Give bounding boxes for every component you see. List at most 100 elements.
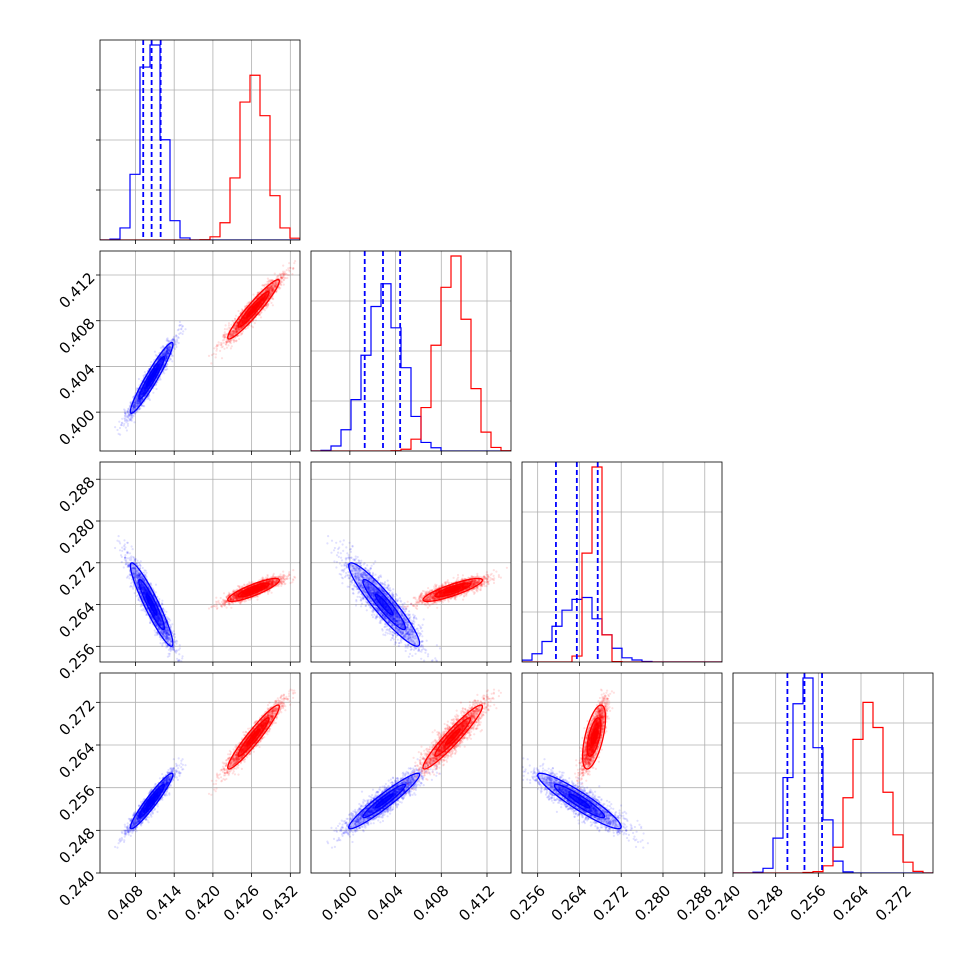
sample-point <box>288 262 290 264</box>
sample-point <box>129 415 131 417</box>
sample-point <box>227 344 229 346</box>
sample-point <box>224 331 226 333</box>
sample-point <box>285 277 287 279</box>
sample-point <box>178 325 180 327</box>
sample-point <box>223 348 225 350</box>
sample-point <box>216 348 218 350</box>
sample-point <box>180 332 182 334</box>
histogram-p0 <box>96 40 300 244</box>
sample-point <box>211 354 213 356</box>
sample-point <box>166 363 168 365</box>
sample-point <box>288 269 290 271</box>
sample-point <box>241 333 243 335</box>
sample-point <box>226 347 228 349</box>
sample-point <box>126 411 128 413</box>
sample-point <box>224 336 226 338</box>
sample-point <box>293 262 295 264</box>
sample-point <box>127 425 129 427</box>
sample-point <box>252 294 254 296</box>
sample-point <box>176 340 178 342</box>
sample-point <box>167 339 169 341</box>
sample-point <box>226 333 228 335</box>
sample-point <box>228 340 230 342</box>
sample-point <box>235 340 237 342</box>
sample-point <box>182 325 184 327</box>
sample-point <box>124 412 126 414</box>
sample-point <box>132 396 134 398</box>
sample-point <box>268 279 270 281</box>
sample-point <box>226 341 228 343</box>
sample-point <box>263 284 265 286</box>
sample-point <box>260 312 262 314</box>
sample-point <box>291 273 293 275</box>
sample-point <box>230 324 232 326</box>
sample-point <box>154 351 156 353</box>
sample-point <box>131 416 133 418</box>
sample-point <box>225 344 227 346</box>
sample-point <box>179 321 181 323</box>
sample-point <box>213 347 215 349</box>
sample-point <box>130 418 132 420</box>
sample-point <box>270 279 272 281</box>
sample-point <box>184 328 186 330</box>
sample-point <box>126 429 128 431</box>
sample-point <box>175 346 177 348</box>
sample-point <box>234 318 236 320</box>
sample-point <box>287 267 289 269</box>
sample-point <box>215 356 217 358</box>
sample-point <box>138 378 140 380</box>
sample-point <box>276 276 278 278</box>
sample-point <box>231 345 233 347</box>
sample-point <box>116 429 118 431</box>
sample-point <box>172 355 174 357</box>
sample-point <box>284 272 286 274</box>
sample-point <box>152 392 154 394</box>
sample-point <box>255 319 257 321</box>
sample-point <box>286 269 288 271</box>
sample-point <box>272 304 274 306</box>
sample-point <box>125 417 127 419</box>
sample-point <box>150 361 152 363</box>
sample-point <box>247 327 249 329</box>
sample-point <box>224 328 226 330</box>
sample-point <box>118 421 120 423</box>
sample-point <box>226 328 228 330</box>
sample-point <box>182 330 184 332</box>
sample-point <box>228 324 230 326</box>
sample-point <box>171 360 173 362</box>
sample-point <box>292 267 294 269</box>
sample-point <box>270 302 272 304</box>
sample-point <box>169 358 171 360</box>
sample-point <box>215 346 217 348</box>
sample-point <box>228 322 230 324</box>
sample-point <box>219 350 221 352</box>
sample-point <box>254 322 256 324</box>
sample-point <box>230 347 232 349</box>
sample-point <box>221 342 223 344</box>
sample-point <box>173 336 175 338</box>
sample-point <box>163 372 165 374</box>
sample-point <box>118 433 120 435</box>
sample-point <box>125 421 127 423</box>
sample-point <box>264 309 266 311</box>
sample-point <box>172 339 174 341</box>
sample-point <box>180 328 182 330</box>
sample-point <box>282 275 284 277</box>
sample-point <box>155 388 157 390</box>
sample-point <box>260 316 262 318</box>
sample-point <box>218 341 220 343</box>
sample-point <box>121 418 123 420</box>
sample-point <box>221 357 223 359</box>
sample-point <box>182 333 184 335</box>
sample-point <box>114 426 116 428</box>
sample-point <box>119 427 121 429</box>
scatter-p0-vs-p1 <box>96 251 300 455</box>
sample-point <box>250 325 252 327</box>
sample-point <box>208 355 210 357</box>
sample-point <box>177 329 179 331</box>
sample-point <box>237 310 239 312</box>
sample-point <box>210 362 212 364</box>
sample-point <box>175 334 177 336</box>
sample-point <box>238 338 240 340</box>
